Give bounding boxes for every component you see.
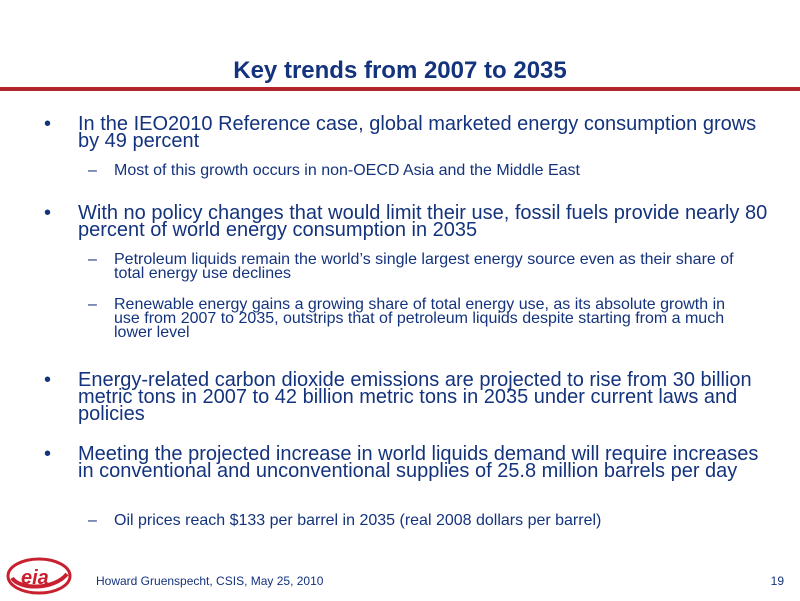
bullet-marker: • [44,113,52,135]
bullet-marker: • [44,443,52,465]
footer-credit: Howard Gruenspecht, CSIS, May 25, 2010 [96,574,324,588]
bullet-text: In the IEO2010 Reference case, global ma… [78,113,757,152]
bullet-marker: • [44,369,52,391]
bullet-text: Meeting the projected increase in world … [78,443,759,482]
title-rule [0,87,800,91]
sub-bullet-text: Renewable energy gains a growing share o… [114,296,726,341]
eia-logo-icon: eia [6,556,72,596]
bullet-text: With no policy changes that would limit … [78,202,768,241]
slide-title: Key trends from 2007 to 2035 [233,57,567,84]
slide-content: • In the IEO2010 Reference case, global … [44,113,768,529]
sub-bullet-marker: – [88,251,97,268]
sub-bullet-marker: – [88,162,97,179]
sub-bullet-text: Most of this growth occurs in non-OECD A… [114,162,580,179]
eia-logo-text: eia [21,567,49,589]
page-number: 19 [770,574,784,588]
bullet-text: Energy-related carbon dioxide emissions … [78,369,752,425]
sub-bullet-marker: – [88,512,97,529]
sub-bullet-text: Petroleum liquids remain the world’s sin… [114,251,734,282]
bullet-marker: • [44,202,52,224]
sub-bullet-text: Oil prices reach $133 per barrel in 2035… [114,512,602,529]
sub-bullet-marker: – [88,296,97,313]
